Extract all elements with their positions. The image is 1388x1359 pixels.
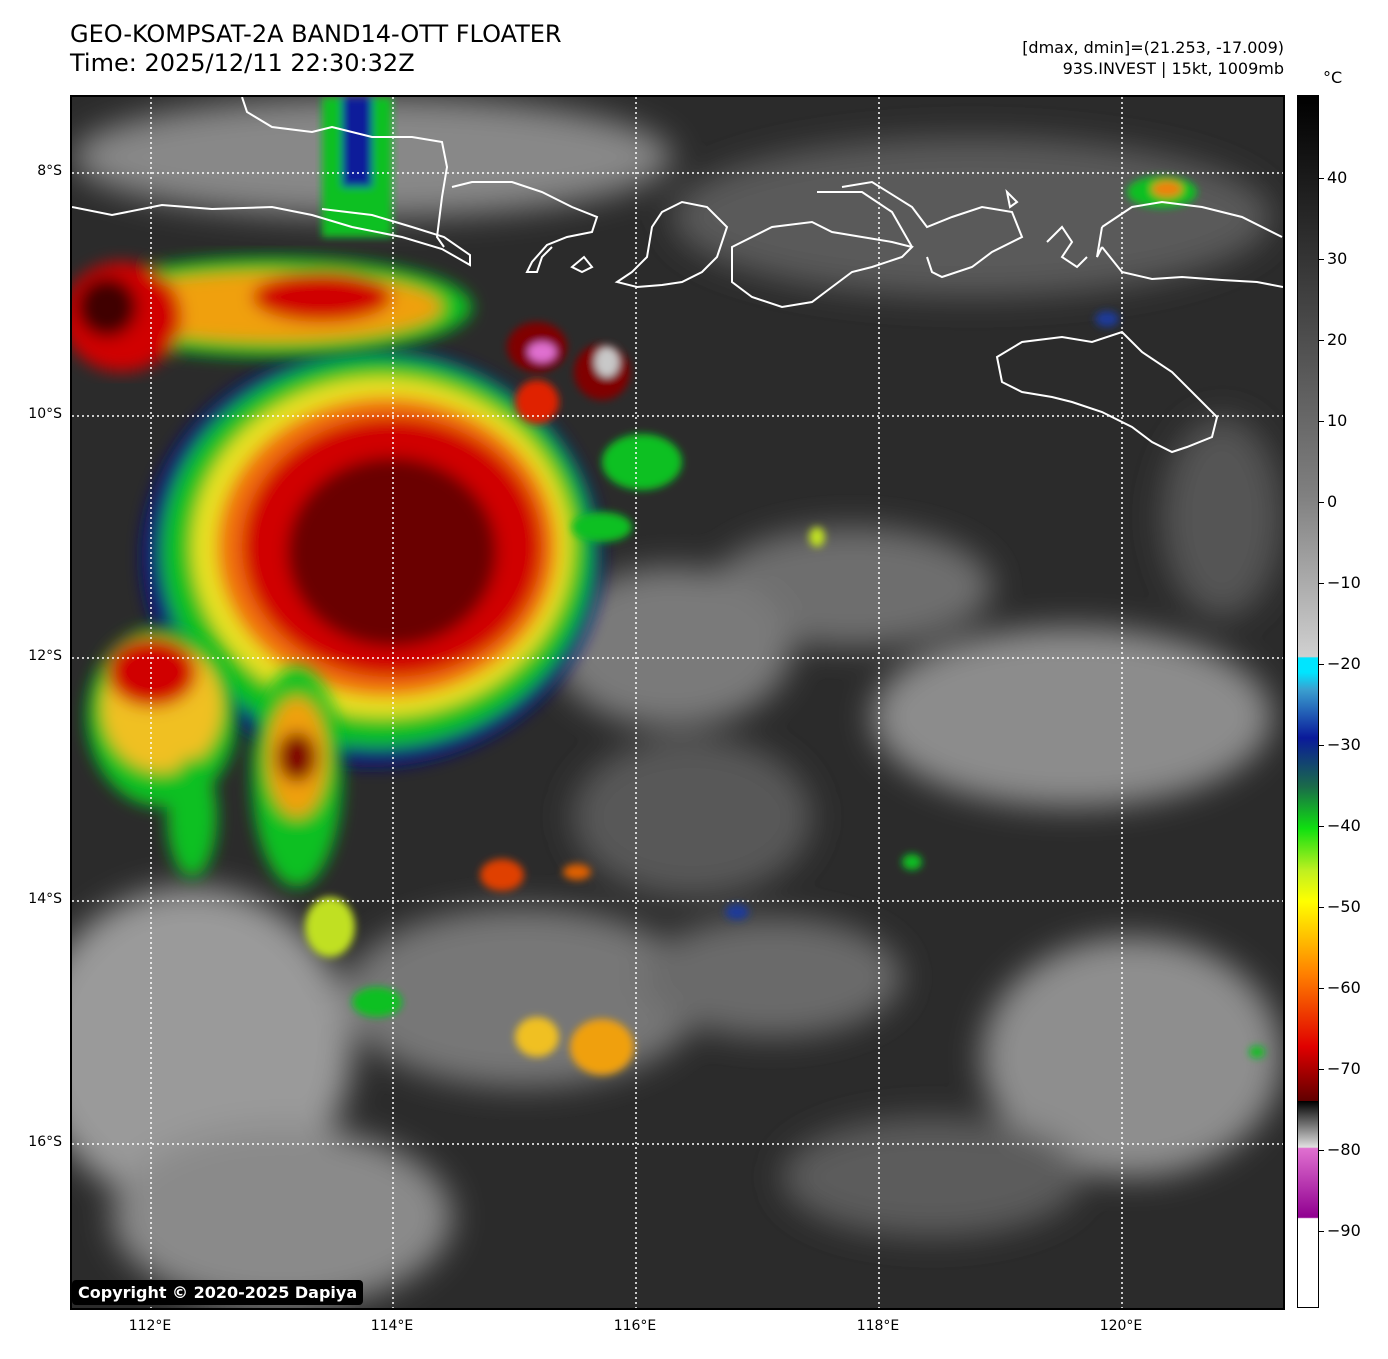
lat-label-8s: 8°S xyxy=(37,163,62,179)
colorbar-tick xyxy=(1319,826,1324,827)
colorbar-tick-label: −10 xyxy=(1327,573,1361,592)
lon-label-118e: 118°E xyxy=(856,1318,900,1334)
title-block: GEO-KOMPSAT-2A BAND14-OTT FLOATER Time: … xyxy=(70,20,562,78)
colorbar-tick-label: −20 xyxy=(1327,654,1361,673)
lon-label-114e: 114°E xyxy=(370,1318,414,1334)
dmax-dmin-text: [dmax, dmin]=(21.253, -17.009) xyxy=(1022,38,1284,57)
lat-label-16s: 16°S xyxy=(28,1134,62,1150)
colorbar xyxy=(1297,95,1319,1308)
colorbar-tick-label: −60 xyxy=(1327,978,1361,997)
colorbar-tick-label: 10 xyxy=(1327,411,1348,430)
colorbar-tick-label: −40 xyxy=(1327,816,1361,835)
colorbar-tick xyxy=(1319,988,1324,989)
colorbar-tick xyxy=(1319,745,1324,746)
colorbar-tick-label: 40 xyxy=(1327,168,1348,187)
colorbar-unit: °C xyxy=(1323,68,1343,87)
colorbar-tick-label: 30 xyxy=(1327,249,1348,268)
lon-label-112e: 112°E xyxy=(128,1318,172,1334)
colorbar-tick xyxy=(1319,1069,1324,1070)
convection-main xyxy=(72,97,602,767)
lon-label-120e: 120°E xyxy=(1099,1318,1143,1334)
colorbar-tick xyxy=(1319,259,1324,260)
coastlines xyxy=(72,97,1283,454)
lat-label-14s: 14°S xyxy=(28,891,62,907)
chart-time: Time: 2025/12/11 22:30:32Z xyxy=(70,49,415,77)
satellite-image xyxy=(72,97,1283,1308)
lat-label-10s: 10°S xyxy=(28,406,62,422)
colorbar-tick xyxy=(1319,178,1324,179)
info-block: [dmax, dmin]=(21.253, -17.009) 93S.INVES… xyxy=(1022,37,1284,79)
convection-small-cells xyxy=(305,176,1265,1075)
colorbar-tick-label: 20 xyxy=(1327,330,1348,349)
colorbar-tick xyxy=(1319,1231,1324,1232)
colorbar-tick xyxy=(1319,664,1324,665)
colorbar-tick xyxy=(1319,421,1324,422)
colorbar-tick-label: −90 xyxy=(1327,1221,1361,1240)
colorbar-tick xyxy=(1319,907,1324,908)
colorbar-tick xyxy=(1319,340,1324,341)
chart-title: GEO-KOMPSAT-2A BAND14-OTT FLOATER xyxy=(70,20,562,48)
gridlines xyxy=(72,97,1283,1308)
storm-info-text: 93S.INVEST | 15kt, 1009mb xyxy=(1062,59,1284,78)
low-clouds xyxy=(72,97,1282,1307)
colorbar-tick-label: −70 xyxy=(1327,1059,1361,1078)
colorbar-tick xyxy=(1319,1150,1324,1151)
copyright-badge: Copyright © 2020-2025 Dapiya xyxy=(72,1280,364,1305)
lat-label-12s: 12°S xyxy=(28,648,62,664)
colorbar-tick xyxy=(1319,502,1324,503)
convection-west xyxy=(87,627,342,887)
colorbar-tick-label: −50 xyxy=(1327,897,1361,916)
colorbar-tick xyxy=(1319,583,1324,584)
satellite-map xyxy=(70,95,1285,1310)
colorbar-tick-label: −80 xyxy=(1327,1140,1361,1159)
colorbar-tick-label: 0 xyxy=(1327,492,1338,511)
lon-label-116e: 116°E xyxy=(613,1318,657,1334)
colorbar-tick-label: −30 xyxy=(1327,735,1361,754)
